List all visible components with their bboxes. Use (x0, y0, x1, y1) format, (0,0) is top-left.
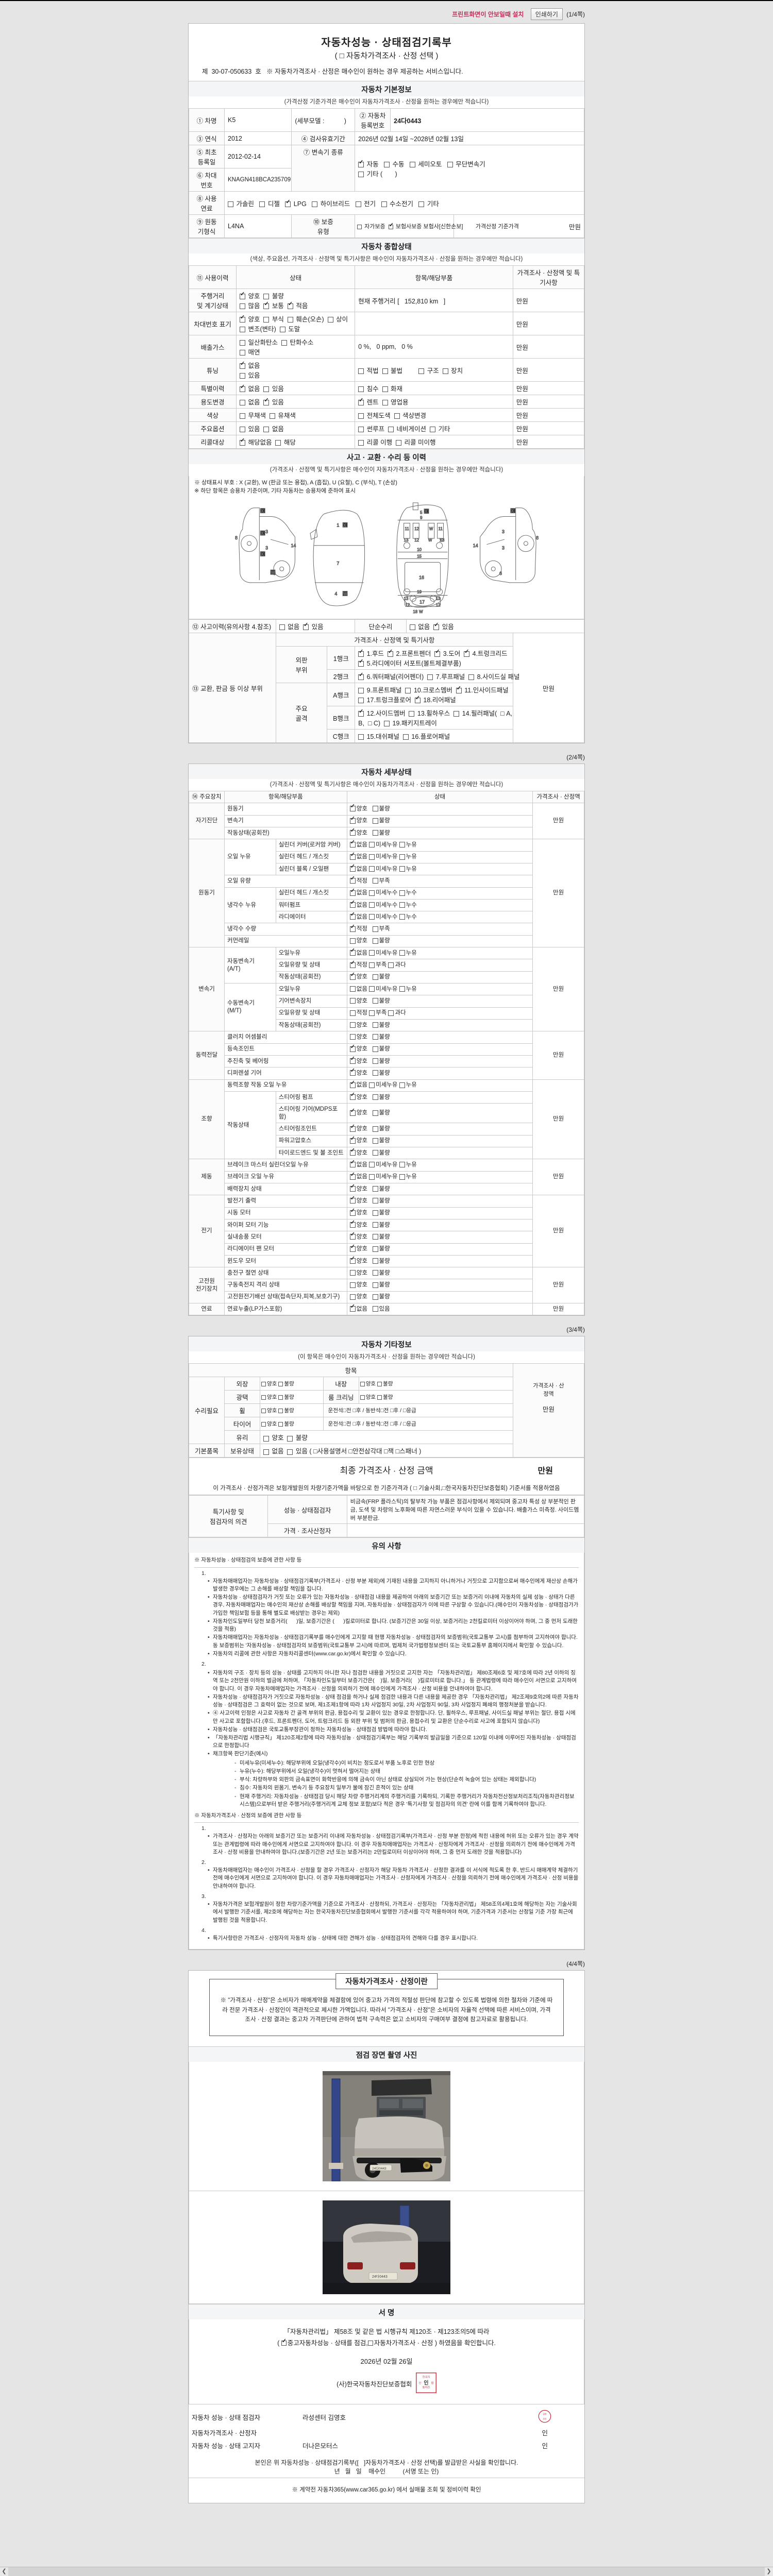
svg-text:8: 8 (536, 535, 539, 540)
svg-text:12: 12 (414, 527, 419, 531)
svg-text:16: 16 (419, 575, 424, 580)
svg-text:3: 3 (265, 529, 268, 534)
svg-text:14: 14 (473, 543, 478, 548)
svg-text:18: 18 (413, 609, 417, 614)
svg-text:12: 12 (414, 538, 419, 543)
svg-text:9: 9 (420, 515, 422, 520)
svg-text:X: X (425, 510, 428, 514)
svg-text:3: 3 (502, 529, 505, 534)
svg-text:X: X (261, 552, 264, 557)
svg-text:8: 8 (235, 535, 238, 540)
svg-text:19: 19 (417, 590, 422, 595)
svg-text:X: X (261, 531, 264, 536)
svg-text:W: W (419, 609, 423, 614)
svg-text:협: 협 (431, 2381, 433, 2385)
svg-text:24다0443: 24다0443 (372, 2274, 388, 2279)
svg-text:14: 14 (291, 543, 296, 548)
svg-text:12: 12 (406, 603, 410, 607)
svg-text:4: 4 (334, 591, 337, 597)
svg-text:X: X (261, 509, 264, 514)
svg-text:13: 13 (440, 538, 445, 543)
svg-text:1: 1 (337, 522, 339, 528)
svg-text:7: 7 (337, 561, 339, 566)
svg-text:24다0443: 24다0443 (372, 2166, 386, 2171)
svg-text:5: 5 (420, 511, 423, 515)
svg-text:호인: 호인 (543, 2418, 547, 2420)
svg-text:X: X (511, 509, 514, 514)
svg-text:11: 11 (439, 527, 443, 531)
svg-text:X: X (343, 523, 346, 528)
svg-text:W: W (428, 538, 432, 543)
svg-text:단: 단 (418, 2381, 421, 2385)
svg-text:10: 10 (417, 548, 422, 552)
svg-text:인: 인 (424, 2379, 428, 2386)
svg-text:12: 12 (436, 603, 441, 607)
svg-text:13: 13 (404, 538, 409, 543)
svg-text:W: W (343, 592, 347, 597)
svg-text:한국자: 한국자 (423, 2375, 430, 2379)
svg-text:6: 6 (499, 571, 502, 576)
svg-text:17: 17 (419, 599, 425, 604)
svg-text:15: 15 (417, 554, 422, 558)
svg-text:W: W (429, 527, 433, 531)
svg-text:3: 3 (502, 546, 505, 551)
svg-text:13: 13 (436, 596, 441, 601)
svg-text:3: 3 (265, 546, 268, 551)
svg-text:검영: 검영 (543, 2413, 547, 2415)
svg-text:W: W (271, 570, 275, 575)
svg-text:13: 13 (404, 596, 409, 601)
svg-text:11: 11 (405, 527, 409, 531)
